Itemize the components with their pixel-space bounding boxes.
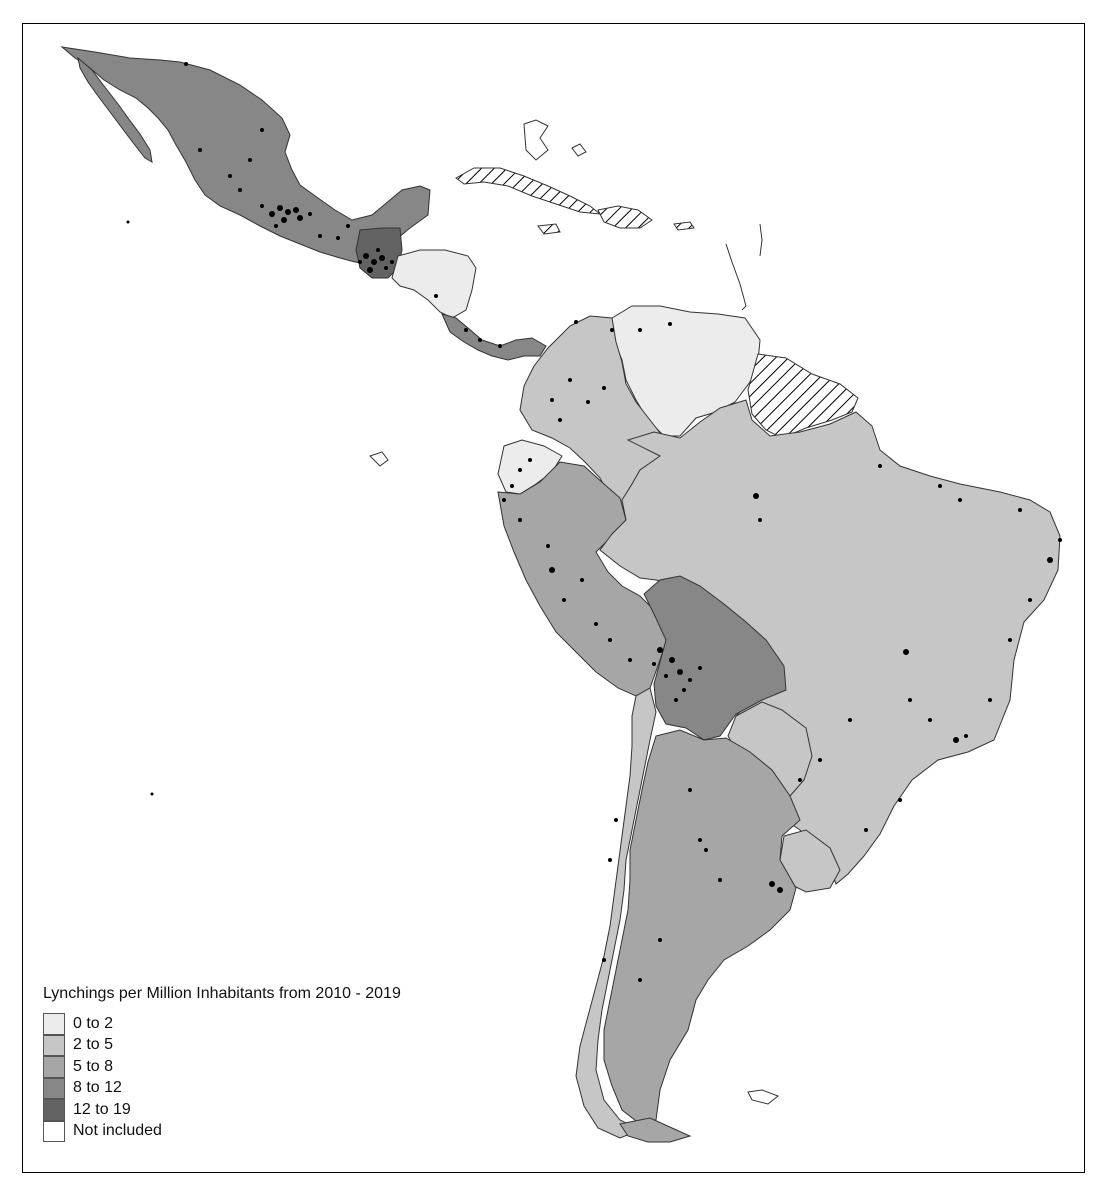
legend-label: 0 to 2 bbox=[73, 1014, 114, 1032]
region-tierra-del-fuego[interactable] bbox=[619, 1117, 692, 1143]
legend-swatch bbox=[43, 1034, 65, 1056]
region-baja-california[interactable] bbox=[77, 56, 153, 163]
legend-swatch bbox=[43, 1077, 65, 1099]
lynching-dots bbox=[126, 62, 1062, 982]
legend-item: 8 to 12 bbox=[43, 1077, 401, 1099]
legend-swatch bbox=[43, 1056, 65, 1078]
island-hispaniola[interactable] bbox=[597, 205, 653, 229]
legend-item: 2 to 5 bbox=[43, 1034, 401, 1056]
legend-label: 8 to 12 bbox=[73, 1079, 122, 1097]
legend-items: 0 to 2 2 to 5 5 to 8 8 to 12 12 to 19 Not inc… bbox=[43, 1013, 401, 1142]
island-puerto-rico[interactable] bbox=[673, 221, 695, 231]
legend-label: 12 to 19 bbox=[73, 1100, 131, 1118]
legend-swatch bbox=[43, 1120, 65, 1142]
map-legend: Lynchings per Million Inhabitants from 2… bbox=[43, 985, 401, 1142]
legend-item: 5 to 8 bbox=[43, 1056, 401, 1078]
legend-swatch bbox=[43, 1013, 65, 1035]
small-islands bbox=[369, 119, 779, 1105]
country-bolivia[interactable] bbox=[643, 575, 787, 741]
country-cuba[interactable] bbox=[455, 167, 602, 215]
legend-label: 5 to 8 bbox=[73, 1057, 114, 1075]
legend-item: 0 to 2 bbox=[43, 1013, 401, 1035]
legend-swatch bbox=[43, 1099, 65, 1121]
region-guianas[interactable] bbox=[747, 353, 859, 439]
legend-label: 2 to 5 bbox=[73, 1036, 114, 1054]
island-jamaica[interactable] bbox=[537, 223, 561, 235]
country-honduras-nicaragua[interactable] bbox=[391, 249, 477, 319]
legend-title: Lynchings per Million Inhabitants from 2… bbox=[43, 985, 401, 1002]
country-argentina[interactable] bbox=[603, 729, 801, 1125]
legend-label: Not included bbox=[73, 1122, 162, 1140]
legend-item: Not included bbox=[43, 1120, 401, 1142]
legend-item: 12 to 19 bbox=[43, 1099, 401, 1121]
country-costa-rica-panama[interactable] bbox=[441, 313, 547, 361]
